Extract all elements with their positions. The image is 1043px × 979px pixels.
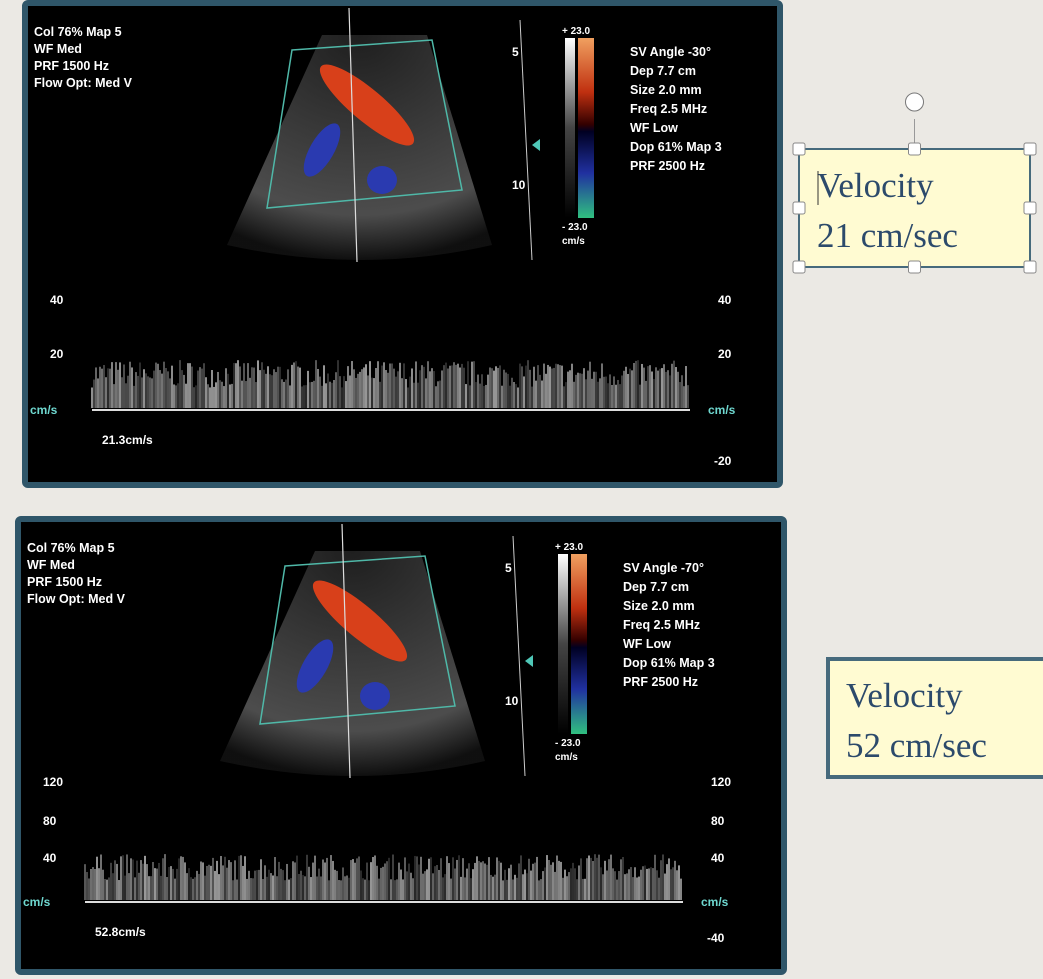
axis-unit: cm/s [23, 895, 51, 909]
resize-handle [1023, 260, 1037, 274]
flow-blue [296, 639, 334, 693]
info-text: SV Angle -70° [623, 561, 704, 575]
scale-bottom: - 23.0 [555, 738, 581, 749]
info-text: Size 2.0 mm [623, 599, 695, 613]
info-text: Col 76% Map 5 [34, 25, 122, 39]
info-text: Dop 61% Map 3 [630, 140, 722, 154]
sector [220, 551, 485, 776]
axis-label: -20 [714, 454, 732, 468]
cursor-line [341, 523, 351, 779]
axis-label: 40 [43, 851, 57, 865]
rotate-handle [905, 92, 924, 112]
axis-label: -40 [707, 931, 725, 945]
scale-bottom: - 23.0 [562, 222, 588, 233]
color-box [259, 555, 456, 725]
axis-label: 20 [50, 347, 64, 361]
depth-mark: 10 [505, 694, 519, 708]
depth-line [519, 19, 533, 261]
ultrasound-panel: Col 76% Map 5 WF Med PRF 1500 Hz Flow Opt: … [15, 516, 787, 975]
info-text: Freq 2.5 MHz [623, 618, 700, 632]
depth-mark: 10 [512, 178, 526, 192]
info-text: WF Med [27, 558, 75, 572]
depth-mark: 5 [512, 45, 519, 59]
axis-label: 80 [43, 814, 57, 828]
scale-top: + 23.0 [562, 26, 591, 37]
annotation-text: Velocity [817, 166, 934, 205]
resize-handle [908, 260, 921, 274]
info-text: WF Low [623, 637, 671, 651]
sector [227, 35, 492, 260]
gray-scale [558, 554, 568, 734]
resize-handle [792, 260, 806, 274]
resize-handle [792, 201, 806, 215]
marker [532, 139, 540, 151]
info-text: WF Med [34, 42, 82, 56]
resize-handle [908, 142, 921, 156]
annotation-text: 52 cm/sec [846, 726, 987, 765]
info-text: PRF 1500 Hz [34, 59, 109, 73]
annotation-text: 21 cm/sec [817, 216, 958, 255]
axis-unit: cm/s [701, 895, 729, 909]
measurement: 52.8cm/s [95, 925, 146, 939]
resize-handle [1023, 142, 1037, 156]
info-text: Dop 61% Map 3 [623, 656, 715, 670]
info-text: PRF 2500 Hz [630, 159, 705, 173]
cursor-line [348, 7, 358, 263]
scale-unit: cm/s [562, 236, 585, 247]
axis-unit: cm/s [708, 403, 736, 417]
axis-label: 40 [718, 293, 732, 307]
info-text: Flow Opt: Med V [34, 76, 133, 90]
measurement: 21.3cm/s [102, 433, 153, 447]
info-text: SV Angle -30° [630, 45, 711, 59]
axis-label: 40 [50, 293, 64, 307]
info-text: PRF 1500 Hz [27, 575, 102, 589]
flow-blue [360, 682, 390, 710]
axis-label: 120 [711, 775, 731, 789]
axis-unit: cm/s [30, 403, 58, 417]
axis-label: 40 [711, 851, 725, 865]
info-text: WF Low [630, 121, 678, 135]
flow-red [312, 580, 408, 662]
info-text: Size 2.0 mm [630, 83, 702, 97]
flow-blue [303, 123, 341, 177]
info-text: Flow Opt: Med V [27, 592, 126, 606]
depth-mark: 5 [505, 561, 512, 575]
flow-blue [367, 166, 397, 194]
axis-label: 80 [711, 814, 725, 828]
gray-scale [565, 38, 575, 218]
scale-unit: cm/s [555, 752, 578, 763]
flow-red [319, 64, 415, 146]
scale-top: + 23.0 [555, 542, 584, 553]
info-text: Dep 7.7 cm [630, 64, 696, 78]
annotation-text: Velocity [846, 676, 963, 715]
text-box [826, 657, 1043, 779]
resize-handle [792, 142, 806, 156]
marker [525, 655, 533, 667]
axis-label: 20 [718, 347, 732, 361]
color-scale [578, 38, 594, 218]
color-scale [571, 554, 587, 734]
info-text: Dep 7.7 cm [623, 580, 689, 594]
resize-handle [1023, 201, 1037, 215]
info-text: Freq 2.5 MHz [630, 102, 707, 116]
info-text: Col 76% Map 5 [27, 541, 115, 555]
ultrasound-panel: Col 76% Map 5 WF Med PRF 1500 Hz Flow Opt: … [22, 0, 783, 488]
depth-line [512, 535, 526, 777]
info-text: PRF 2500 Hz [623, 675, 698, 689]
color-box [266, 39, 463, 209]
axis-label: 120 [43, 775, 63, 789]
